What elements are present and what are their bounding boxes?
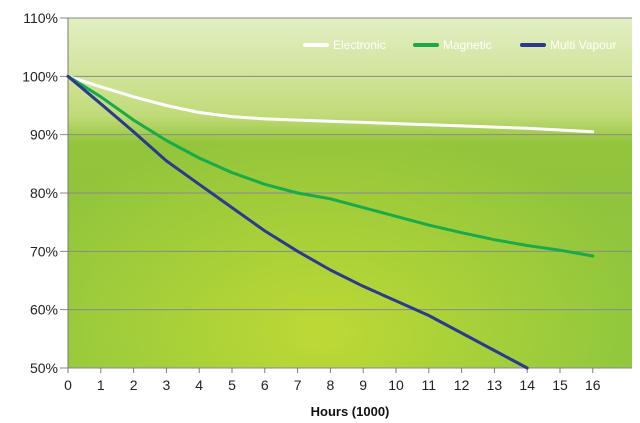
x-tick-label: 13 [487,377,503,393]
y-tick-label: 110% [23,10,58,26]
y-tick-label: 80% [30,185,58,201]
legend-label-multi-vapour: Multi Vapour [550,38,616,52]
y-tick-label: 100% [22,68,58,84]
y-axis-ticks: 50% 60% 70% 80% 90% 100% 110% [22,10,58,376]
y-tick-label: 50% [30,360,58,376]
x-axis-title: Hours (1000) [311,404,390,419]
y-tick-label: 70% [30,243,58,259]
y-tick-label: 90% [30,127,58,143]
x-tick-label: 16 [585,377,601,393]
x-tick-label: 2 [130,377,138,393]
x-tick-label: 15 [552,377,568,393]
series-line-magnetic [66,74,595,258]
series-lines [66,74,595,370]
x-tick-label: 7 [294,377,302,393]
x-tick-label: 11 [422,377,437,393]
x-tick-label: 1 [97,377,105,393]
x-tick-label: 3 [163,377,171,393]
x-tick-label: 10 [388,377,404,393]
legend: Electronic Magnetic Multi Vapour [303,38,616,52]
plot-top-highlight [68,18,632,138]
series-line-multi-vapour [66,74,529,370]
x-tick-label: 14 [519,377,535,393]
x-tick-label: 5 [228,377,236,393]
legend-label-electronic: Electronic [333,38,386,52]
y-tick-label: 60% [30,302,58,318]
x-tick-label: 12 [454,377,470,393]
x-tick-label: 6 [261,377,269,393]
series-line-electronic [66,74,595,134]
x-tick-label: 8 [327,377,335,393]
x-axis-ticks: 0 1 2 3 4 5 6 7 8 9 10 11 12 13 14 15 16 [64,368,601,393]
x-tick-label: 0 [64,377,72,393]
x-tick-label: 9 [359,377,367,393]
x-tick-label: 4 [195,377,203,393]
legend-label-magnetic: Magnetic [443,38,492,52]
